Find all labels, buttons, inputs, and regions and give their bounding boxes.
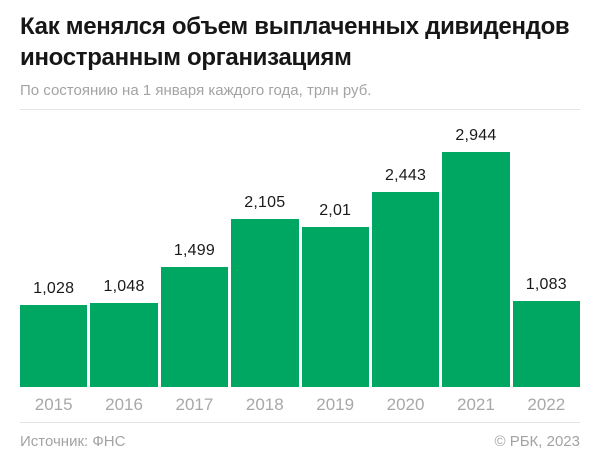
bar-value-label: 1,499 bbox=[173, 242, 215, 260]
bar bbox=[231, 219, 299, 388]
bar bbox=[90, 303, 158, 388]
bar-chart: 1,028 1,048 1,499 2,105 2,01 2,443 2,944 1,083 bbox=[20, 110, 580, 388]
bar-group: 2,105 bbox=[231, 110, 299, 388]
x-axis-tick-label: 2019 bbox=[316, 394, 355, 414]
bar-value-label: 1,028 bbox=[33, 280, 75, 298]
divider-top bbox=[20, 109, 580, 111]
bar-value-label: 1,048 bbox=[103, 278, 145, 296]
bar bbox=[160, 267, 229, 388]
bar-group: 1,499 bbox=[160, 110, 229, 388]
x-axis-tick-label: 2017 bbox=[175, 394, 214, 414]
bar bbox=[442, 152, 510, 388]
bar-group: 1,028 bbox=[20, 110, 88, 388]
x-axis-tick-label: 2021 bbox=[457, 394, 495, 414]
bar bbox=[301, 227, 369, 388]
chart-subtitle: По состоянию на 1 января каждого года, т… bbox=[20, 82, 372, 100]
divider-bottom bbox=[20, 422, 580, 424]
x-axis-tick-label: 2018 bbox=[245, 394, 284, 414]
source-label: Источник: ФНС bbox=[20, 433, 126, 451]
bar-value-label: 2,01 bbox=[319, 202, 352, 220]
bar-group: 1,083 bbox=[512, 110, 580, 388]
page-title: Как менялся объем выплаченных дивидендов… bbox=[20, 13, 570, 71]
bar-group: 1,048 bbox=[90, 110, 158, 388]
x-axis-labels: 2015 2016 2017 2018 2019 2020 2021 2022 bbox=[20, 387, 580, 422]
bar bbox=[20, 305, 88, 388]
bar-group: 2,443 bbox=[371, 110, 440, 388]
chart-footer: Источник: ФНС © РБК, 2023 bbox=[20, 423, 580, 450]
x-axis-tick-label: 2022 bbox=[527, 394, 566, 414]
bar-value-label: 2,443 bbox=[385, 167, 427, 185]
bar-group: 2,944 bbox=[442, 110, 510, 388]
bar-value-label: 2,105 bbox=[244, 194, 286, 212]
x-axis-tick-label: 2020 bbox=[386, 394, 425, 414]
bar-value-label: 2,944 bbox=[455, 127, 497, 145]
copyright-label: © РБК, 2023 bbox=[494, 433, 580, 451]
x-axis-tick-label: 2015 bbox=[34, 394, 73, 414]
bar bbox=[371, 192, 440, 388]
x-axis-tick-label: 2016 bbox=[105, 394, 143, 414]
bar-value-label: 1,083 bbox=[525, 276, 567, 294]
bar bbox=[512, 301, 580, 388]
bar-group: 2,01 bbox=[301, 110, 369, 388]
